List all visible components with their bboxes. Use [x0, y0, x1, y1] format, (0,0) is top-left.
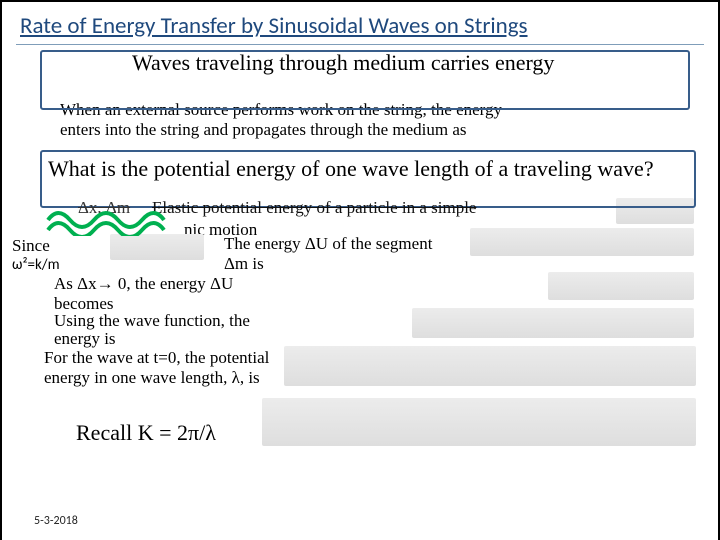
omega-squared: ω²=k/m: [12, 256, 60, 274]
formula-bottom: [262, 398, 696, 446]
formula-u-mw: [110, 234, 204, 260]
intro-box: [40, 50, 690, 110]
as-dx-zero: As Δx→ 0, the energy ΔU: [54, 274, 314, 294]
formula-u-lambda: [284, 346, 696, 386]
since-label: Since: [12, 236, 50, 256]
energy-is-label: energy is: [54, 329, 116, 349]
dm-is-label: Δm is: [224, 254, 264, 274]
slide-title: Rate of Energy Transfer by Sinusoidal Wa…: [16, 10, 704, 45]
slide-container: Rate of Energy Transfer by Sinusoidal Wa…: [2, 2, 718, 540]
elastic-strike-text: Elastic potential energy of a particle i…: [152, 198, 622, 218]
formula-du-mw: [470, 228, 694, 256]
for-wave-t0: For the wave at t=0, the potential energ…: [44, 348, 304, 387]
energy-du-label: The energy ΔU of the segment: [224, 234, 432, 254]
body-line-2: enters into the string and propagates th…: [60, 120, 700, 140]
potential-question: What is the potential energy of one wave…: [48, 156, 688, 182]
using-wave-fn: Using the wave function, the: [54, 311, 314, 331]
formula-du-dx: [548, 272, 694, 300]
slide-date: 5-3-2018: [34, 514, 78, 528]
squiggle-underline: [46, 202, 166, 236]
recall-kappa: Recall Κ = 2π/λ: [76, 420, 216, 446]
formula-du-sin: [412, 308, 694, 338]
